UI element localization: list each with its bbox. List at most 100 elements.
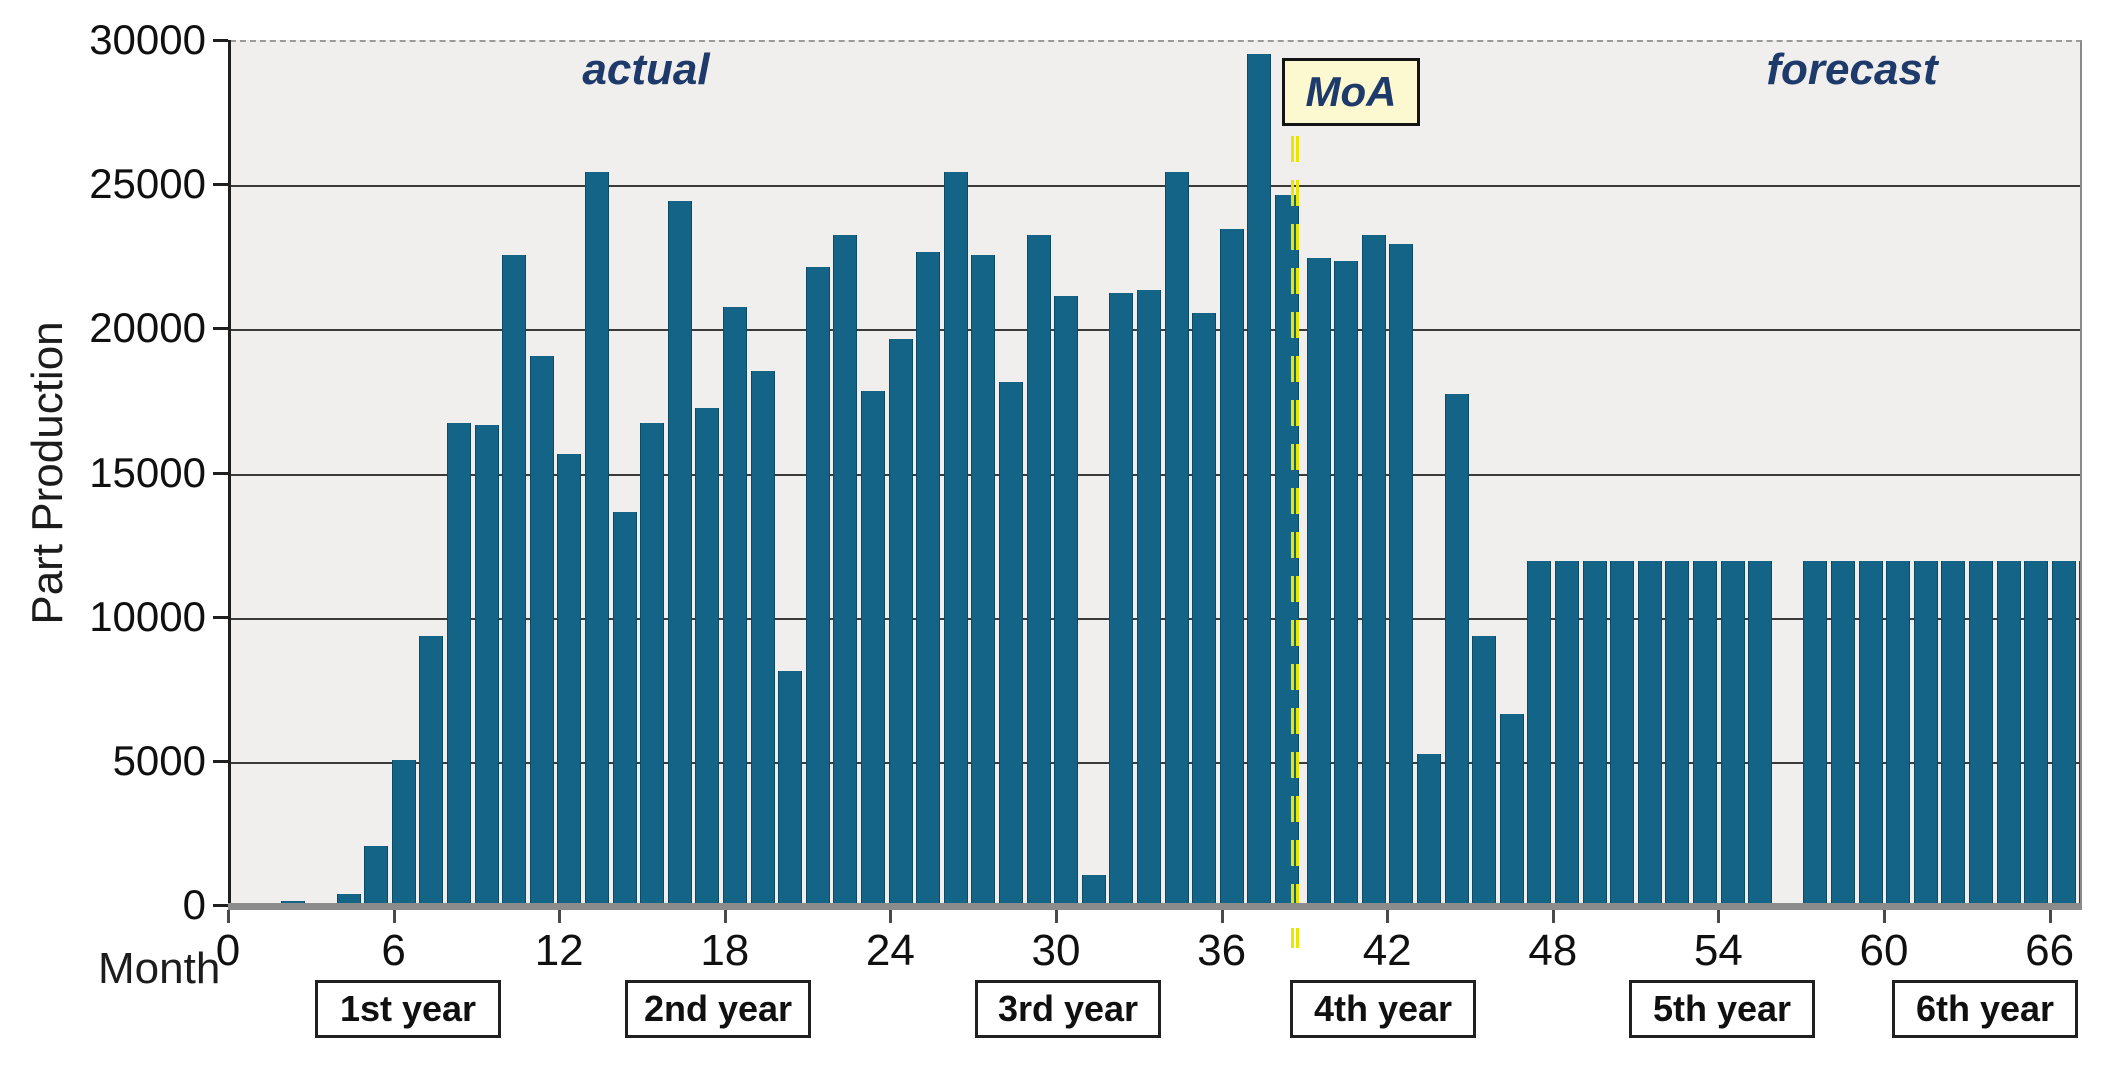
- y-tick-mark-30000: [213, 39, 228, 42]
- y-tick-label-25000: 25000: [89, 160, 206, 208]
- bar-month-67: [2079, 561, 2080, 905]
- y-tick-label-10000: 10000: [89, 592, 206, 640]
- x-tick-label-24: 24: [865, 926, 915, 975]
- x-tick-label-30: 30: [1031, 926, 1081, 975]
- forecast-annotation: forecast: [1766, 45, 1938, 94]
- x-tick-label-42: 42: [1362, 926, 1412, 975]
- bar-month-64: [1996, 561, 2021, 905]
- plot-area: [230, 40, 2082, 905]
- y-axis-line: [228, 40, 231, 910]
- bar-month-24: [888, 338, 913, 905]
- moa-label: MoA: [1305, 68, 1397, 115]
- bar-month-51: [1637, 561, 1662, 905]
- x-tick-label-54: 54: [1693, 926, 1743, 975]
- x-tick-mark-0: [227, 910, 230, 923]
- bar-month-27: [971, 255, 996, 905]
- bar-month-20: [778, 670, 803, 905]
- bar-month-33: [1137, 289, 1161, 905]
- bar-month-48: [1555, 561, 1579, 905]
- bar-month-38: [1275, 194, 1299, 905]
- x-tick-mark-54: [1717, 910, 1721, 923]
- moa-dashed-line-right: [1296, 136, 1299, 948]
- y-tick-label-0: 0: [182, 881, 206, 928]
- y-tick-mark-10000: [213, 615, 228, 619]
- bar-month-16: [667, 200, 692, 905]
- bar-month-13: [585, 171, 609, 905]
- x-tick-label-66: 66: [2025, 926, 2075, 975]
- bar-month-12: [557, 454, 582, 905]
- bar-month-66: [2051, 561, 2076, 905]
- bar-month-41: [1361, 235, 1386, 905]
- bar-month-53: [1693, 561, 1717, 905]
- year-box-6: 6th year: [1892, 980, 2078, 1038]
- x-tick-mark-18: [723, 910, 727, 923]
- bar-month-52: [1665, 561, 1690, 905]
- y-tick-label-30000: 30000: [89, 16, 206, 63]
- bar-month-30: [1054, 295, 1079, 905]
- y-axis-title: Part Production: [23, 321, 72, 625]
- x-tick-label-60: 60: [1859, 926, 1909, 975]
- bar-month-49: [1582, 561, 1607, 905]
- y-tick-mark-20000: [213, 327, 228, 331]
- year-box-3: 3rd year: [975, 980, 1161, 1038]
- x-tick-mark-30: [1055, 910, 1058, 923]
- bar-month-15: [640, 422, 665, 905]
- x-tick-mark-24: [889, 910, 893, 923]
- bar-month-62: [1941, 561, 1966, 905]
- bar-month-54: [1720, 561, 1745, 905]
- bar-month-43: [1417, 754, 1441, 905]
- bar-month-61: [1913, 561, 1938, 905]
- x-axis-line: [228, 903, 2082, 910]
- actual-annotation: actual: [582, 45, 710, 94]
- bar-month-22: [833, 235, 858, 905]
- bar-month-39: [1306, 258, 1331, 905]
- year-box-1: 1st year: [315, 980, 501, 1038]
- bar-month-18: [723, 307, 747, 905]
- bar-month-35: [1192, 313, 1217, 905]
- bar-month-25: [916, 252, 941, 905]
- bar-month-47: [1527, 561, 1552, 905]
- bar-month-7: [419, 635, 444, 905]
- bar-month-11: [529, 356, 554, 905]
- bar-month-21: [805, 266, 830, 905]
- x-tick-label-12: 12: [534, 926, 584, 975]
- bar-month-42: [1389, 243, 1414, 905]
- bar-month-8: [447, 422, 471, 905]
- x-tick-mark-36: [1220, 910, 1224, 923]
- bar-month-5: [364, 846, 389, 905]
- bar-month-17: [695, 408, 720, 905]
- bar-month-26: [943, 171, 968, 905]
- bar-month-31: [1081, 875, 1106, 905]
- x-axis-title: Month: [98, 944, 221, 993]
- gridline-25000: [230, 185, 2080, 188]
- bar-month-29: [1026, 235, 1051, 905]
- x-tick-label-48: 48: [1528, 926, 1578, 975]
- bar-month-23: [861, 390, 885, 905]
- bar-month-59: [1858, 561, 1883, 905]
- bar-month-28: [999, 382, 1023, 905]
- bar-month-50: [1610, 561, 1635, 905]
- y-tick-label-20000: 20000: [89, 304, 206, 352]
- year-box-4: 4th year: [1290, 980, 1476, 1038]
- y-tick-mark-5000: [213, 759, 228, 763]
- x-tick-mark-48: [1551, 910, 1555, 923]
- x-tick-mark-60: [1883, 910, 1886, 923]
- bar-month-58: [1831, 561, 1855, 905]
- x-tick-mark-66: [2048, 910, 2052, 923]
- year-box-2: 2nd year: [625, 980, 811, 1038]
- y-tick-label-15000: 15000: [89, 448, 206, 496]
- bar-month-46: [1499, 713, 1524, 905]
- y-tick-mark-15000: [213, 471, 228, 475]
- bar-month-44: [1444, 393, 1469, 905]
- x-tick-label-6: 6: [381, 926, 406, 975]
- bar-month-9: [474, 425, 499, 905]
- x-tick-label-18: 18: [700, 926, 750, 975]
- bar-month-55: [1748, 561, 1773, 905]
- x-tick-label-36: 36: [1197, 926, 1247, 975]
- bar-month-63: [1969, 561, 1993, 905]
- y-tick-mark-25000: [213, 183, 228, 187]
- bar-month-4: [336, 894, 361, 905]
- x-tick-label-0: 0: [215, 926, 241, 975]
- moa-label-box: MoA: [1282, 58, 1420, 126]
